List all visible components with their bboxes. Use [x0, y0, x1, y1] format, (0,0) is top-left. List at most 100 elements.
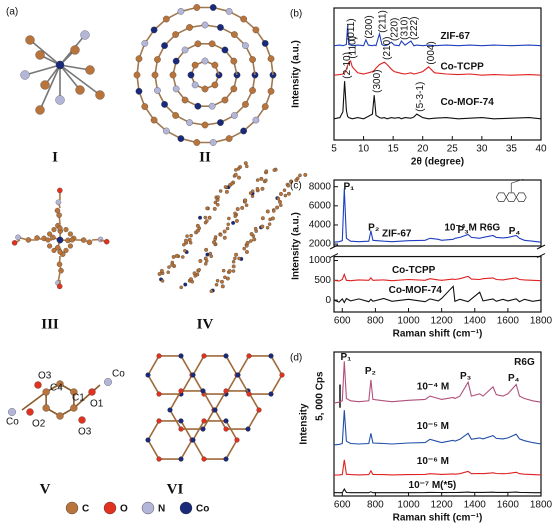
legend-label: Co: [196, 504, 209, 515]
bond: [192, 355, 205, 376]
atom: [181, 46, 189, 54]
atom: [201, 85, 209, 93]
bond: [29, 39, 61, 66]
peak-label: P₁: [343, 181, 354, 192]
atom: [57, 187, 63, 194]
atom: [212, 240, 216, 245]
atom: [279, 203, 283, 207]
atom: [169, 71, 177, 79]
atom: [234, 437, 240, 443]
atom: [187, 71, 195, 79]
bond: [147, 355, 160, 376]
x-tick-label: 40: [535, 144, 547, 155]
atom: [51, 227, 57, 233]
atom: [26, 408, 34, 416]
atom-label: O3: [78, 427, 92, 438]
atom: [171, 254, 176, 259]
atom: [156, 456, 162, 462]
atom: [246, 391, 252, 397]
legend-swatch: [65, 501, 79, 515]
bond: [59, 64, 91, 71]
atom: [57, 249, 63, 255]
atom: [233, 214, 237, 219]
atom-label: Co: [112, 369, 125, 380]
atom: [220, 279, 224, 284]
atom: [54, 207, 61, 214]
atom: [163, 15, 170, 23]
atom: [183, 248, 187, 253]
structure-label: I: [52, 149, 58, 165]
atom: [35, 50, 45, 60]
bond: [270, 355, 283, 376]
atom: [63, 227, 69, 233]
atom: [193, 139, 201, 146]
atom: [95, 90, 105, 100]
x-axis-title: 2θ (degree): [411, 157, 464, 168]
break-mark: [536, 244, 546, 250]
series-line: [333, 410, 542, 446]
series-line: [333, 285, 542, 304]
atom: [223, 275, 227, 280]
plot-frame: [333, 351, 542, 497]
atom: [177, 8, 185, 15]
atom: [47, 231, 53, 237]
atom: [268, 217, 272, 222]
atom: [50, 234, 56, 241]
atom: [172, 31, 179, 38]
atom: [267, 222, 272, 226]
atom: [166, 270, 170, 275]
atom: [227, 216, 231, 221]
atom: [260, 216, 265, 221]
peak-label: P₃: [460, 371, 472, 382]
atom: [187, 237, 192, 242]
atom: [259, 176, 264, 181]
atom: [85, 65, 95, 75]
peak-label: (110): [348, 36, 359, 59]
atom: [75, 85, 85, 95]
atom: [252, 116, 260, 124]
scale-bar-label: 5, 000 Cps: [315, 371, 326, 421]
peak-label: R6G: [514, 357, 535, 368]
break-mark: [329, 244, 339, 250]
series-line: [333, 459, 542, 476]
atom: [172, 112, 179, 119]
y-axis-title: Intensity (a.u.): [291, 40, 302, 108]
bond: [247, 409, 260, 430]
atom: [213, 200, 218, 205]
atom: [88, 388, 96, 396]
atom: [268, 353, 274, 359]
x-tick-label: 800: [367, 500, 384, 511]
atom-label: O3: [38, 371, 52, 382]
atom: [20, 70, 30, 80]
atom: [286, 184, 291, 188]
atom: [190, 372, 196, 378]
bond: [192, 439, 205, 460]
atom: [141, 103, 149, 110]
atom: [275, 205, 280, 210]
atom: [252, 26, 260, 34]
bond: [202, 390, 215, 411]
atom: [244, 203, 249, 207]
atom: [242, 246, 246, 251]
atom: [209, 289, 214, 294]
peak-label: P₂: [368, 222, 379, 233]
atom: [167, 407, 173, 413]
structure-label: III: [41, 316, 59, 332]
peak-label: (011): [346, 18, 357, 41]
atom: [231, 31, 238, 38]
series-label: 10⁻⁴ M: [417, 381, 449, 392]
atom: [195, 223, 200, 228]
series-label: ZIF-67: [382, 229, 412, 240]
atom: [190, 437, 196, 443]
atom: [240, 127, 247, 135]
atom: [186, 24, 193, 31]
atom: [233, 172, 238, 177]
atom: [177, 135, 185, 142]
break-mark: [536, 253, 546, 259]
molecule-sketch: [505, 192, 517, 202]
peak-label: (200): [364, 15, 375, 38]
x-tick-label: 10: [358, 144, 370, 155]
atom: [151, 71, 159, 79]
atom: [67, 243, 73, 249]
